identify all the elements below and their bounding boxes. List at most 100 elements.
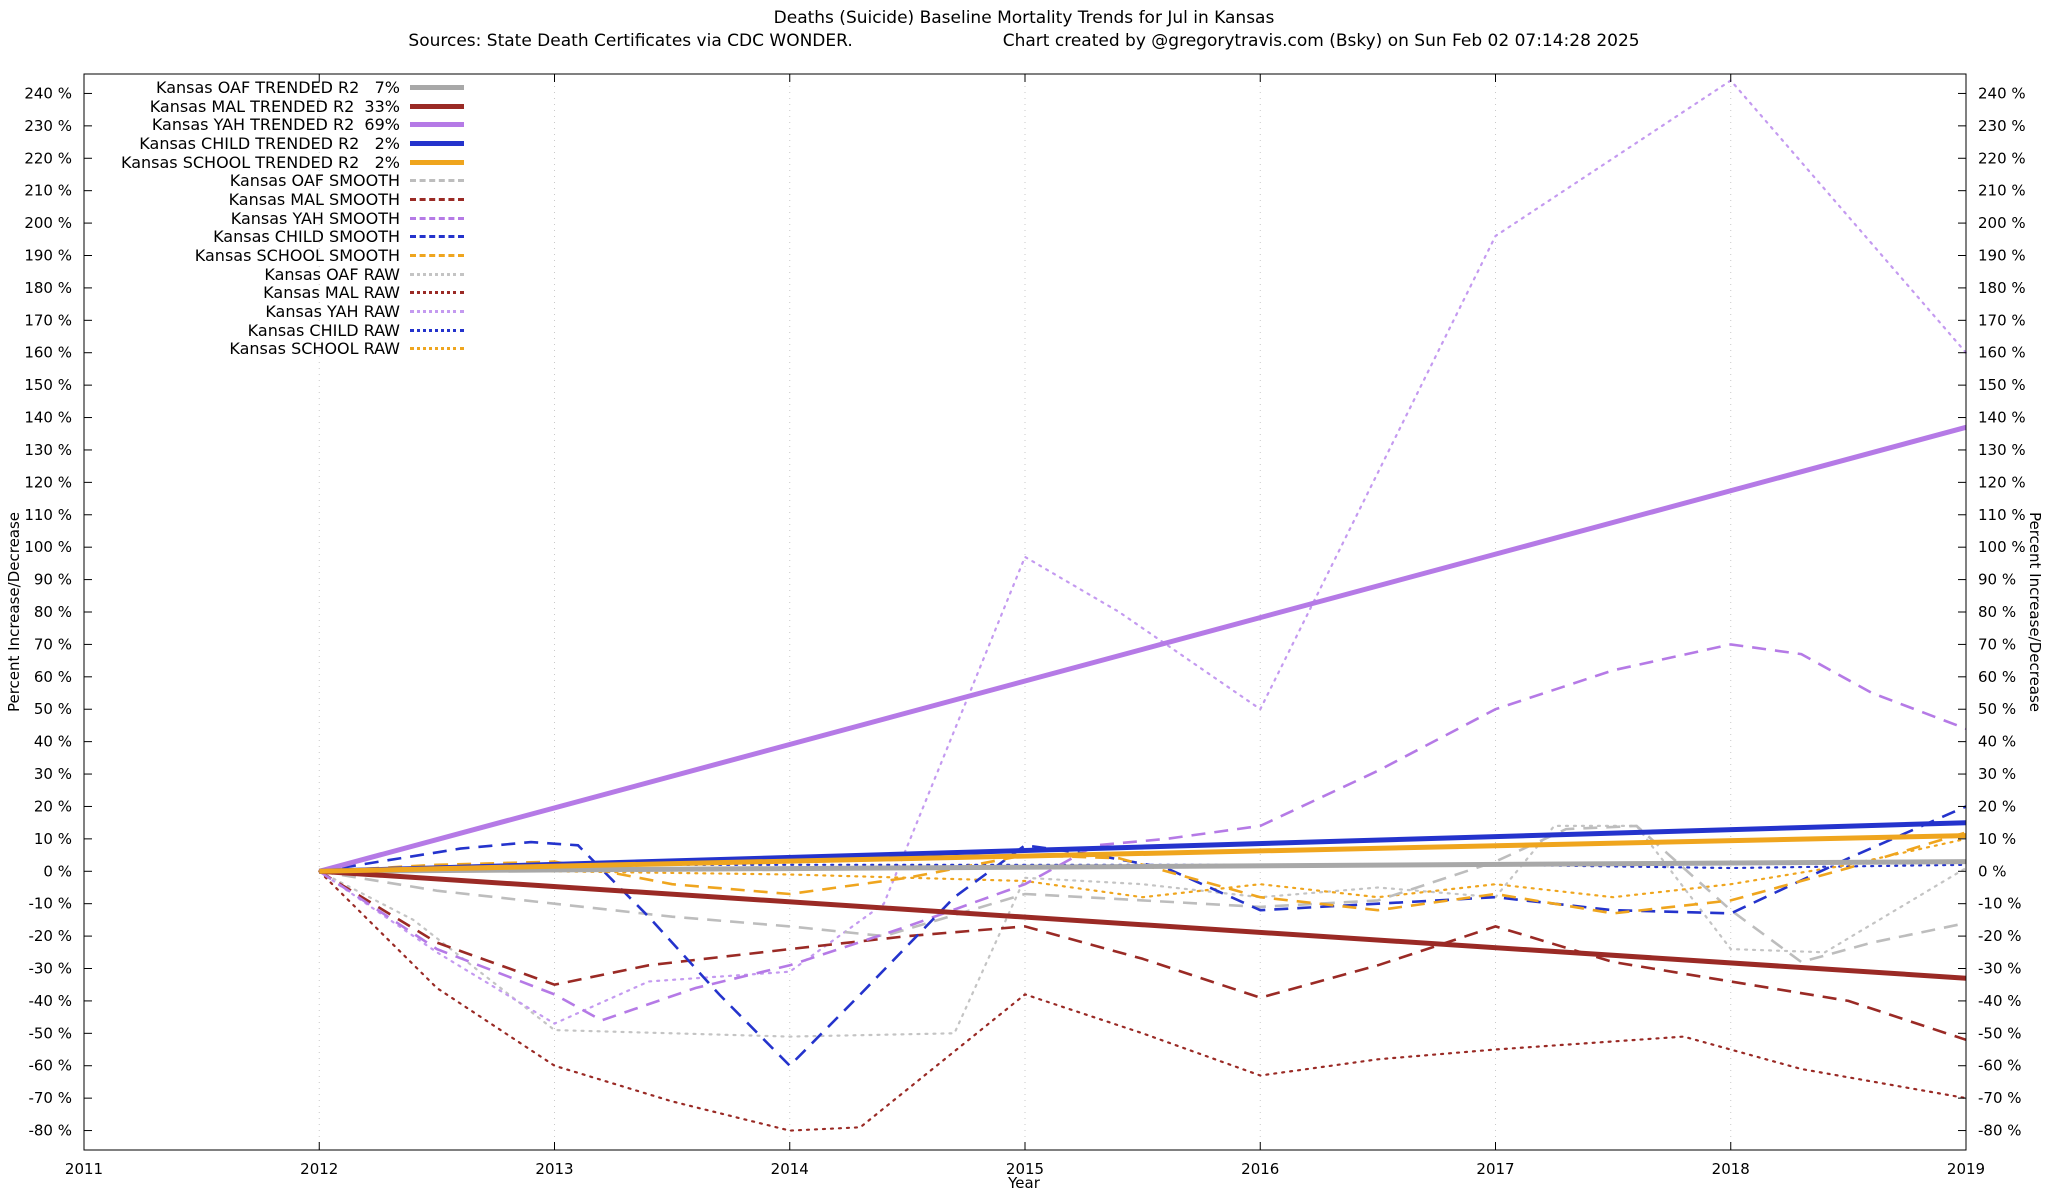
y-tick-label-left: 240 % <box>24 84 72 102</box>
y-tick-label-left: 230 % <box>24 117 72 135</box>
y-tick-label-right: 170 % <box>1978 311 2026 329</box>
y-tick-label-right: -80 % <box>1978 1122 2022 1140</box>
y-tick-label-right: 130 % <box>1978 441 2026 459</box>
y-tick-label-right: -50 % <box>1978 1024 2022 1042</box>
series-line-child-smooth <box>319 805 1967 1068</box>
legend-sample-line <box>410 310 464 314</box>
x-axis-label: Year <box>1008 1174 1040 1192</box>
legend-label: Kansas OAF SMOOTH <box>229 171 400 191</box>
legend-label: Kansas CHILD RAW <box>247 320 400 340</box>
series-line-yah-raw <box>318 79 1968 1025</box>
legend-label: Kansas CHILD TRENDED R2 2% <box>139 133 400 153</box>
y-tick-label-left: 40 % <box>34 733 72 751</box>
y-tick-label-right: 50 % <box>1978 700 2016 718</box>
series-line-oaf-trended <box>319 859 1967 874</box>
subtitle-spacer <box>853 31 1003 51</box>
y-tick-label-left: -50 % <box>28 1024 72 1042</box>
y-tick-label-right: 60 % <box>1978 668 2016 686</box>
legend-label: Kansas YAH TRENDED R2 69% <box>151 115 400 135</box>
x-tick-label: 2019 <box>1947 1160 1985 1178</box>
y-tick-label-right: -10 % <box>1978 895 2022 913</box>
legend-sample-line <box>410 197 464 201</box>
legend-sample-line <box>410 347 464 351</box>
y-tick-label-right: 150 % <box>1978 376 2026 394</box>
x-tick-label: 2017 <box>1476 1160 1514 1178</box>
legend-sample-line <box>410 328 464 332</box>
y-tick-label-left: -80 % <box>28 1122 72 1140</box>
y-tick-label-right: 200 % <box>1978 214 2026 232</box>
x-tick-label: 2011 <box>65 1160 103 1178</box>
y-tick-label-left: 50 % <box>34 700 72 718</box>
legend-sample-line <box>410 140 464 146</box>
legend-label: Kansas SCHOOL RAW <box>229 339 400 359</box>
y-tick-label-right: 70 % <box>1978 635 2016 653</box>
y-tick-label-left: 160 % <box>24 344 72 362</box>
series-line-yah-trended <box>318 424 1967 874</box>
legend-item: Kansas YAH SMOOTH <box>40 209 464 228</box>
legend-sample-line <box>410 179 464 183</box>
series-line-mal-trended <box>319 868 1967 981</box>
y-tick-label-right: 230 % <box>1978 117 2026 135</box>
y-tick-label-left: 10 % <box>34 830 72 848</box>
y-tick-label-right: 80 % <box>1978 603 2016 621</box>
y-tick-label-right: 240 % <box>1978 84 2026 102</box>
series-line-yah-smooth <box>318 643 1967 1022</box>
y-tick-label-right: 20 % <box>1978 797 2016 815</box>
legend-item: Kansas MAL RAW <box>40 283 464 303</box>
legend-label: Kansas YAH RAW <box>265 302 400 322</box>
legend-item: Kansas YAH TRENDED R2 69% <box>40 115 464 134</box>
y-tick-label-left: 110 % <box>24 506 72 524</box>
y-tick-label-left: 100 % <box>24 538 72 556</box>
legend-label: Kansas MAL TRENDED R2 33% <box>149 96 400 116</box>
y-tick-label-left: 170 % <box>24 311 72 329</box>
y-tick-label-right: 140 % <box>1978 409 2026 427</box>
y-tick-label-right: 210 % <box>1978 182 2026 200</box>
x-tick-label: 2013 <box>535 1160 573 1178</box>
legend-sample-line <box>410 103 464 109</box>
legend-sample-line <box>410 272 464 276</box>
series-line-oaf-smooth <box>319 824 1967 964</box>
y-axis-label-right: Percent Increase/Decrease <box>2026 511 2044 713</box>
y-tick-label-left: 90 % <box>34 571 72 589</box>
x-tick-label: 2016 <box>1241 1160 1279 1178</box>
legend-item: Kansas MAL TRENDED R2 33% <box>40 97 464 116</box>
y-tick-label-left: 20 % <box>34 797 72 815</box>
y-tick-label-right: -70 % <box>1978 1089 2022 1107</box>
legend-sample-line <box>410 122 464 128</box>
legend-sample-line <box>410 291 464 295</box>
y-tick-label-left: 140 % <box>24 409 72 427</box>
y-tick-label-left: -70 % <box>28 1089 72 1107</box>
chart-sources-text: Sources: State Death Certificates via CD… <box>408 31 853 51</box>
legend-item: Kansas SCHOOL TRENDED R2 2% <box>40 153 464 172</box>
legend-item: Kansas CHILD SMOOTH <box>40 227 464 247</box>
legend-item: Kansas OAF RAW <box>40 265 464 284</box>
legend-sample-line <box>410 254 464 258</box>
y-tick-label-right: 40 % <box>1978 733 2016 751</box>
y-tick-label-left: -30 % <box>28 960 72 978</box>
legend-item: Kansas CHILD RAW <box>40 321 464 340</box>
y-tick-label-left: -10 % <box>28 895 72 913</box>
series-line-school-raw <box>318 837 1968 899</box>
y-tick-label-left: 60 % <box>34 668 72 686</box>
legend-label: Kansas MAL SMOOTH <box>228 189 400 209</box>
legend-label: Kansas SCHOOL TRENDED R2 2% <box>120 152 400 172</box>
x-tick-label: 2014 <box>771 1160 809 1178</box>
legend-label: Kansas CHILD SMOOTH <box>213 227 400 247</box>
y-tick-label-left: 150 % <box>24 376 72 394</box>
y-tick-label-right: 0 % <box>1978 862 2007 880</box>
y-tick-label-right: 90 % <box>1978 571 2016 589</box>
y-tick-label-left: 120 % <box>24 473 72 491</box>
legend-item: Kansas OAF TRENDED R2 7% <box>40 78 464 97</box>
legend-item: Kansas SCHOOL SMOOTH <box>40 246 464 265</box>
y-tick-label-left: 70 % <box>34 635 72 653</box>
legend-label: Kansas MAL RAW <box>263 283 400 303</box>
legend-item: Kansas YAH RAW <box>40 302 464 321</box>
y-tick-label-right: -40 % <box>1978 992 2022 1010</box>
legend-label: Kansas SCHOOL SMOOTH <box>194 246 400 266</box>
y-tick-label-right: 120 % <box>1978 473 2026 491</box>
y-tick-label-right: 100 % <box>1978 538 2026 556</box>
y-tick-label-left: -20 % <box>28 927 72 945</box>
chart-subtitle: Sources: State Death Certificates via CD… <box>0 31 2048 51</box>
